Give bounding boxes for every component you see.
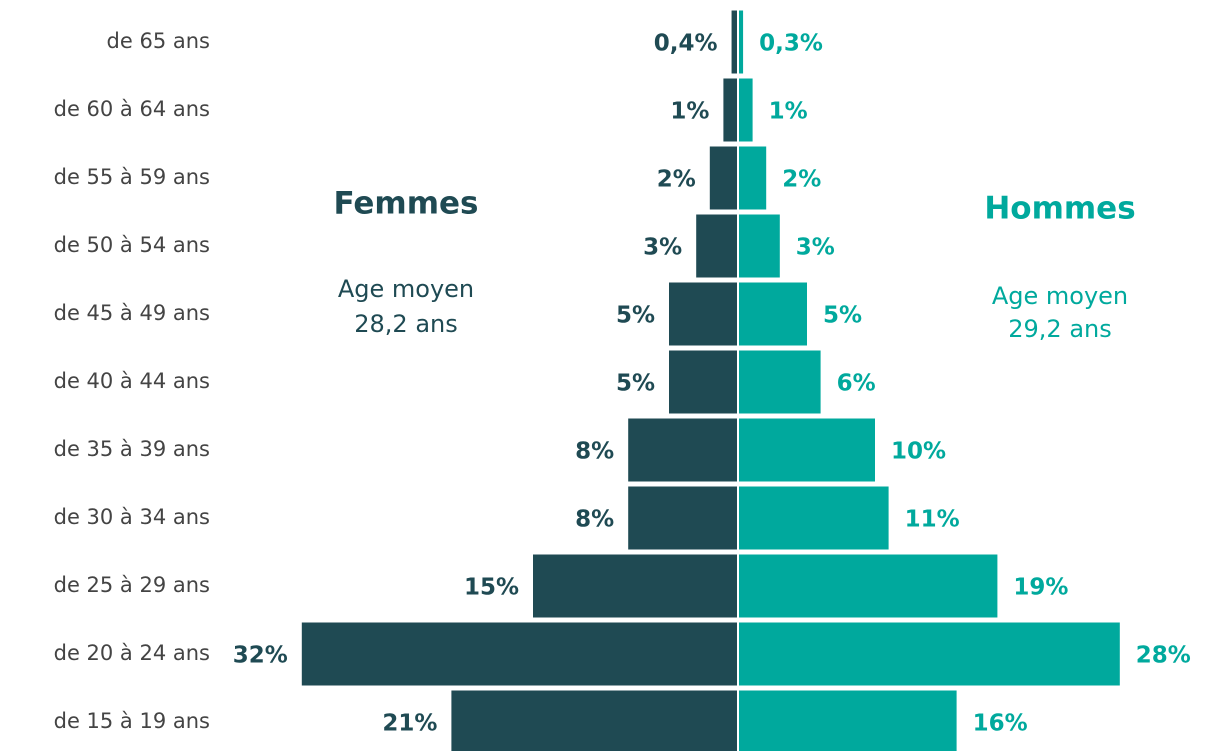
category-label: de 30 à 34 ans [54,505,210,529]
value-label: 8% [575,439,614,465]
category-label: de 50 à 54 ans [54,233,210,257]
bar [739,78,753,142]
value-label: 1% [670,99,709,125]
bar [739,214,780,278]
bar [739,282,807,346]
category-label: de 65 ans [107,29,210,53]
value-label: 5% [616,303,655,329]
bar [739,418,875,482]
bar [731,10,737,74]
bar [628,486,737,550]
series-name: Femmes [333,186,478,222]
bar [739,146,767,210]
value-label: 19% [1013,575,1068,601]
category-label: de 60 à 64 ans [54,97,210,121]
value-label: 5% [616,371,655,397]
bar [739,350,821,414]
bar [451,690,737,751]
value-label: 3% [796,235,835,261]
value-label: 32% [233,643,288,669]
value-label: 15% [464,575,519,601]
bar [533,554,737,618]
bar [739,554,998,618]
category-label: de 40 à 44 ans [54,369,210,393]
value-label: 6% [837,371,876,397]
value-label: 0,4% [654,31,718,57]
bar [739,690,957,751]
value-label: 2% [657,167,696,193]
annotation: Age moyen [992,282,1128,310]
series-name: Hommes [984,191,1135,227]
value-label: 8% [575,507,614,533]
bar [723,78,737,142]
value-label: 1% [769,99,808,125]
value-label: 5% [823,303,862,329]
value-label: 11% [905,507,960,533]
value-label: 0,3% [759,31,823,57]
bar [669,282,737,346]
bar [669,350,737,414]
annotation: Age moyen [338,275,474,303]
bar [739,10,744,74]
category-label: de 25 à 29 ans [54,573,210,597]
category-label: de 20 à 24 ans [54,641,210,665]
category-label: de 45 à 49 ans [54,301,210,325]
category-label: de 35 à 39 ans [54,437,210,461]
bar [696,214,737,278]
bar [301,622,737,686]
value-label: 3% [643,235,682,261]
value-label: 2% [782,167,821,193]
value-label: 16% [973,711,1028,737]
bar [739,622,1120,686]
bar [709,146,737,210]
category-label: de 15 à 19 ans [54,709,210,733]
value-label: 28% [1136,643,1191,669]
value-label: 21% [382,711,437,737]
category-label: de 55 à 59 ans [54,165,210,189]
bar [739,486,889,550]
value-label: 10% [891,439,946,465]
annotation: 29,2 ans [1008,315,1112,343]
bar [628,418,737,482]
annotation: 28,2 ans [354,310,458,338]
